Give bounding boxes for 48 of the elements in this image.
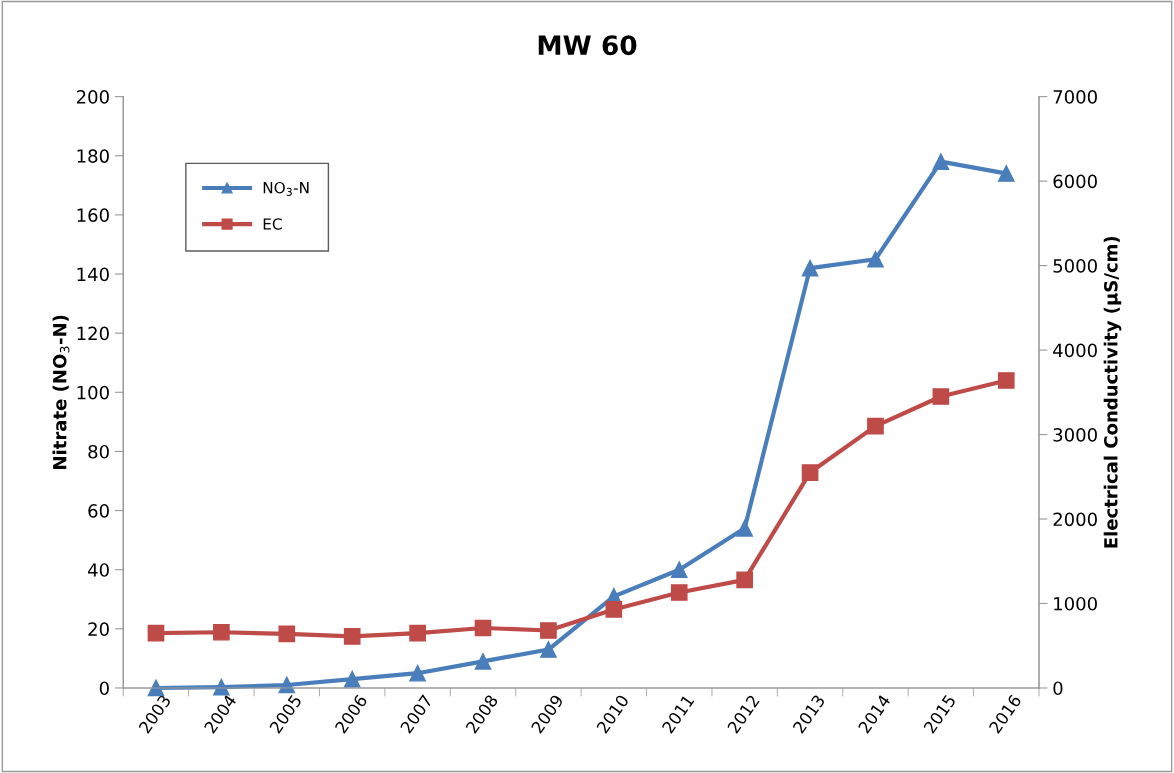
point	[278, 625, 296, 643]
point	[867, 417, 884, 435]
point	[670, 584, 688, 601]
y2-tick-label: 1000	[1054, 596, 1097, 611]
y-tick-label: 60	[88, 504, 109, 518]
point	[343, 670, 361, 688]
point	[670, 561, 688, 579]
y-axis-title: Nitrate (NO$_{3}$-N)	[52, 315, 70, 469]
point	[997, 372, 1015, 389]
y2-tick-label: 5000	[1053, 259, 1097, 273]
point	[147, 624, 165, 642]
point	[932, 153, 950, 171]
point	[736, 571, 753, 589]
y-tick-label: 160	[77, 208, 109, 223]
y-tick-label: 80	[88, 444, 109, 459]
y-tick-label: 140	[77, 267, 109, 282]
y2-axis-title: Electrical Conductivity (µS/cm)	[1103, 236, 1122, 548]
y-tick-label: 100	[77, 385, 109, 400]
point	[540, 622, 557, 639]
legend-label: EC	[263, 218, 282, 230]
point	[474, 619, 492, 637]
y-tick-label: 0	[99, 681, 109, 696]
legend-label: NO$_{3}$-N	[263, 181, 309, 196]
chart-title: MW 60	[538, 35, 637, 56]
point	[343, 628, 361, 645]
y-tick-label: 120	[77, 326, 109, 341]
point	[801, 259, 819, 277]
point	[409, 664, 426, 682]
point	[997, 165, 1015, 182]
point	[932, 388, 950, 405]
y-tick-label: 40	[87, 563, 109, 577]
point	[867, 250, 884, 268]
point	[736, 519, 753, 537]
point	[213, 623, 230, 641]
y2-tick-label: 2000	[1053, 512, 1097, 527]
point	[409, 624, 426, 642]
y-tick-label: 20	[88, 622, 109, 636]
point	[540, 641, 557, 658]
point	[474, 653, 492, 670]
y2-tick-label: 7000	[1053, 90, 1097, 104]
point	[605, 601, 623, 618]
point	[801, 464, 819, 481]
y2-tick-label: 4000	[1053, 343, 1097, 358]
y-tick-label: 200	[76, 90, 109, 104]
y2-tick-label: 3000	[1053, 428, 1097, 442]
y2-tick-label: 0	[1053, 681, 1063, 696]
y-tick-label: 180	[77, 149, 109, 163]
y2-tick-label: 6000	[1053, 174, 1097, 189]
